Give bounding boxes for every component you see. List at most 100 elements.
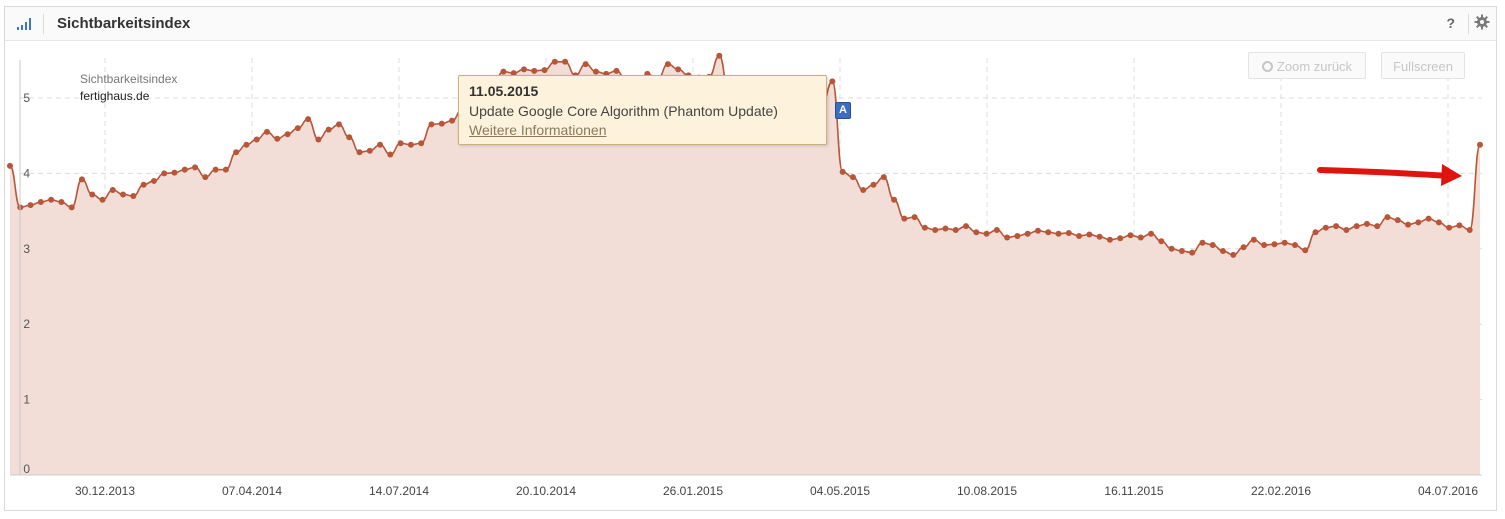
data-point[interactable] bbox=[1014, 232, 1021, 239]
data-point[interactable] bbox=[1045, 229, 1052, 236]
data-point[interactable] bbox=[120, 191, 127, 198]
data-point[interactable] bbox=[664, 61, 671, 68]
data-point[interactable] bbox=[305, 116, 312, 123]
data-point[interactable] bbox=[263, 128, 270, 135]
data-point[interactable] bbox=[233, 149, 240, 156]
data-point[interactable] bbox=[1343, 226, 1350, 233]
data-point[interactable] bbox=[78, 176, 85, 183]
data-point[interactable] bbox=[243, 141, 250, 148]
data-point[interactable] bbox=[1189, 249, 1196, 256]
help-icon[interactable]: ? bbox=[1446, 15, 1455, 31]
data-point[interactable] bbox=[911, 214, 918, 221]
data-point[interactable] bbox=[192, 164, 199, 171]
data-point[interactable] bbox=[387, 151, 394, 158]
data-point[interactable] bbox=[1415, 219, 1422, 226]
data-point[interactable] bbox=[870, 181, 877, 188]
data-point[interactable] bbox=[860, 186, 867, 193]
tooltip-more-link[interactable]: Weitere Informationen bbox=[469, 122, 607, 138]
data-point[interactable] bbox=[1065, 229, 1072, 236]
data-point[interactable] bbox=[1435, 219, 1442, 226]
data-point[interactable] bbox=[510, 70, 517, 77]
data-point[interactable] bbox=[1199, 239, 1206, 246]
fullscreen-button[interactable]: Fullscreen bbox=[1381, 52, 1465, 79]
data-point[interactable] bbox=[222, 166, 229, 173]
data-point[interactable] bbox=[1117, 235, 1124, 242]
data-point[interactable] bbox=[1425, 215, 1432, 222]
data-point[interactable] bbox=[1004, 234, 1011, 241]
data-point[interactable] bbox=[397, 140, 404, 147]
data-point[interactable] bbox=[1466, 226, 1473, 233]
data-point[interactable] bbox=[1363, 220, 1370, 227]
data-point[interactable] bbox=[1333, 223, 1340, 230]
data-point[interactable] bbox=[973, 229, 980, 236]
data-point[interactable] bbox=[346, 134, 353, 141]
data-point[interactable] bbox=[1034, 227, 1041, 234]
data-point[interactable] bbox=[500, 68, 507, 75]
data-point[interactable] bbox=[130, 193, 137, 200]
data-point[interactable] bbox=[1312, 229, 1319, 236]
data-point[interactable] bbox=[952, 226, 959, 233]
data-point[interactable] bbox=[1230, 251, 1237, 258]
data-point[interactable] bbox=[212, 166, 219, 173]
data-point[interactable] bbox=[1148, 230, 1155, 237]
data-point[interactable] bbox=[1291, 242, 1298, 249]
data-point[interactable] bbox=[1127, 232, 1134, 239]
data-point[interactable] bbox=[1477, 141, 1483, 148]
data-point[interactable] bbox=[1281, 239, 1288, 246]
data-point[interactable] bbox=[880, 174, 887, 181]
data-point[interactable] bbox=[171, 169, 178, 176]
data-point[interactable] bbox=[274, 135, 281, 142]
data-point[interactable] bbox=[582, 61, 589, 68]
data-point[interactable] bbox=[891, 196, 898, 203]
event-flag-a[interactable]: A bbox=[835, 102, 851, 119]
data-point[interactable] bbox=[932, 226, 939, 233]
data-point[interactable] bbox=[849, 174, 856, 181]
data-point[interactable] bbox=[1250, 236, 1257, 243]
data-point[interactable] bbox=[1076, 232, 1083, 239]
data-point[interactable] bbox=[161, 170, 168, 177]
data-point[interactable] bbox=[438, 120, 445, 127]
data-point[interactable] bbox=[1394, 217, 1401, 224]
data-point[interactable] bbox=[1086, 231, 1093, 238]
data-point[interactable] bbox=[1220, 248, 1227, 255]
data-point[interactable] bbox=[48, 196, 55, 203]
data-point[interactable] bbox=[58, 199, 65, 206]
data-point[interactable] bbox=[27, 202, 34, 209]
data-point[interactable] bbox=[1209, 242, 1216, 249]
data-point[interactable] bbox=[675, 66, 682, 73]
data-point[interactable] bbox=[1240, 244, 1247, 251]
data-point[interactable] bbox=[1096, 233, 1103, 240]
data-point[interactable] bbox=[294, 125, 301, 132]
data-point[interactable] bbox=[1446, 224, 1453, 231]
data-point[interactable] bbox=[1353, 223, 1360, 230]
data-point[interactable] bbox=[1261, 242, 1268, 249]
data-point[interactable] bbox=[1405, 221, 1412, 228]
data-point[interactable] bbox=[407, 141, 414, 148]
data-point[interactable] bbox=[963, 223, 970, 230]
data-point[interactable] bbox=[1322, 224, 1329, 231]
data-point[interactable] bbox=[356, 149, 363, 156]
data-point[interactable] bbox=[335, 121, 342, 128]
gear-icon[interactable] bbox=[1474, 14, 1490, 30]
data-point[interactable] bbox=[1302, 247, 1309, 254]
data-point[interactable] bbox=[377, 141, 384, 148]
data-point[interactable] bbox=[1106, 236, 1113, 243]
data-point[interactable] bbox=[716, 52, 723, 59]
data-point[interactable] bbox=[89, 191, 96, 198]
data-point[interactable] bbox=[109, 186, 116, 193]
data-point[interactable] bbox=[520, 66, 527, 73]
data-point[interactable] bbox=[1374, 223, 1381, 230]
data-point[interactable] bbox=[1158, 238, 1165, 245]
data-point[interactable] bbox=[181, 166, 188, 173]
data-point[interactable] bbox=[366, 147, 373, 154]
data-point[interactable] bbox=[253, 136, 260, 143]
data-point[interactable] bbox=[315, 136, 322, 143]
data-point[interactable] bbox=[99, 196, 106, 203]
data-point[interactable] bbox=[541, 67, 548, 74]
data-point[interactable] bbox=[901, 215, 908, 222]
data-point[interactable] bbox=[37, 199, 44, 206]
data-point[interactable] bbox=[592, 68, 599, 75]
data-point[interactable] bbox=[1137, 234, 1144, 241]
data-point[interactable] bbox=[993, 226, 1000, 233]
data-point[interactable] bbox=[418, 140, 425, 147]
